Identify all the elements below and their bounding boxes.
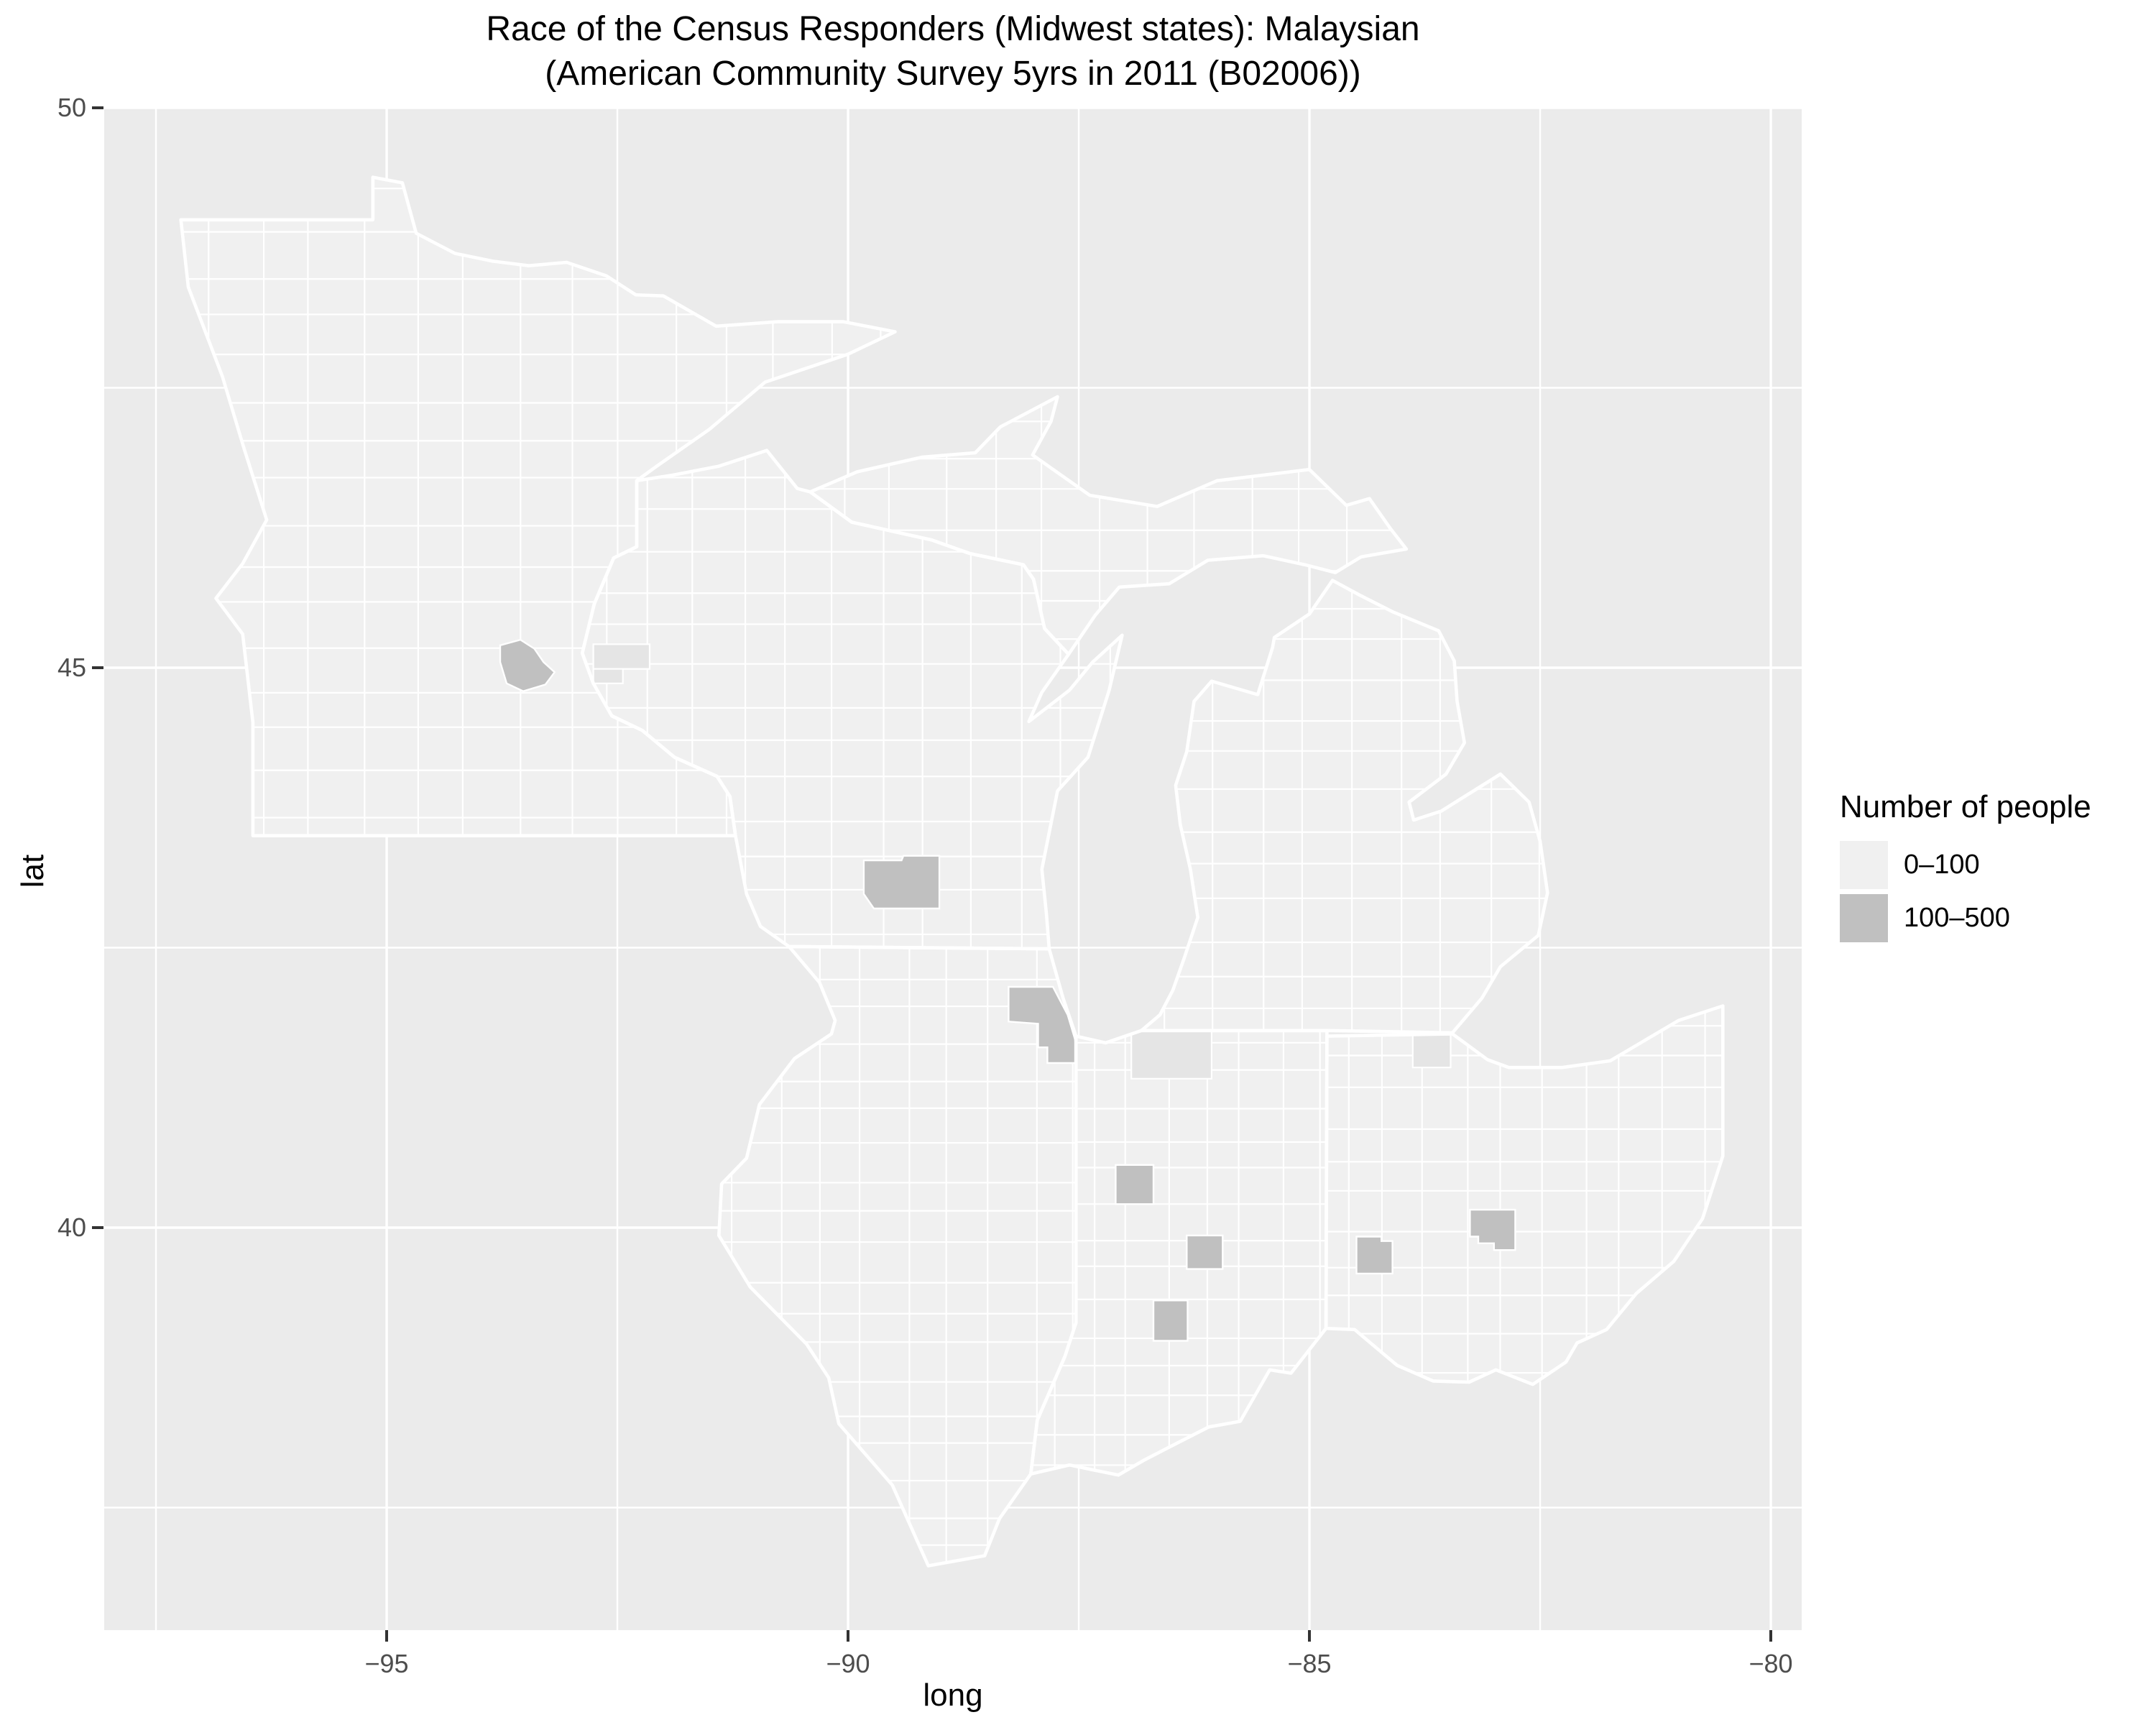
state-michigan-lp-outline <box>1140 579 1549 1035</box>
state-ohio-outline <box>1324 1004 1725 1386</box>
county-100-500 <box>1355 1236 1393 1275</box>
state-ohio-county-grid <box>1326 1006 1723 1385</box>
state-indiana-outline <box>1029 1029 1329 1477</box>
county-mid-shade <box>1411 1033 1452 1069</box>
x-tick-label: −85 <box>1287 1649 1332 1678</box>
county-100-500 <box>1152 1300 1189 1342</box>
legend-item: 0–100 <box>1840 841 2149 889</box>
plot-title: Race of the Census Responders (Midwest s… <box>104 7 1802 96</box>
legend-label-high: 100–500 <box>1904 903 2010 933</box>
county-mid-shade <box>1130 1030 1212 1080</box>
x-tick-label: −95 <box>364 1649 409 1678</box>
x-tick-label: −80 <box>1749 1649 1793 1678</box>
county-100-500 <box>862 855 941 910</box>
state-michigan-lp-fill <box>1141 580 1548 1033</box>
choropleth-map-svg <box>104 106 1802 1630</box>
state-illinois-fill <box>719 946 1077 1566</box>
y-tick-mark <box>92 1226 103 1229</box>
legend-label-low: 0–100 <box>1904 850 1980 880</box>
state-wisconsin-outline <box>580 448 1124 951</box>
legend-swatch-high <box>1840 894 1888 942</box>
x-tick-mark <box>1769 1630 1773 1642</box>
x-tick-label: −90 <box>826 1649 870 1678</box>
y-tick-label: 40 <box>57 1213 86 1242</box>
x-axis-title: long <box>923 1678 983 1713</box>
x-tick-mark <box>847 1630 850 1642</box>
y-tick-label: 45 <box>57 653 86 682</box>
legend: Number of people 0–100 100–500 <box>1840 789 2149 947</box>
state-wisconsin-fill <box>582 450 1123 949</box>
x-tick-mark <box>385 1630 389 1642</box>
map-panel <box>104 106 1802 1630</box>
county-100-500 <box>1469 1208 1516 1251</box>
y-axis-title: lat <box>15 854 50 888</box>
county-100-500 <box>1186 1234 1224 1270</box>
legend-swatch-low <box>1840 841 1888 889</box>
county-mid-shade <box>592 668 624 684</box>
y-tick-mark <box>92 106 103 109</box>
county-100-500 <box>499 638 556 692</box>
plot-title-line2: (American Community Survey 5yrs in 2011 … <box>545 55 1361 93</box>
state-ohio-fill <box>1326 1006 1723 1385</box>
state-michigan-up-outline <box>808 395 1409 656</box>
state-minnesota-fill <box>180 177 895 836</box>
y-tick-mark <box>92 666 103 669</box>
county-100-500 <box>1008 985 1077 1064</box>
legend-title: Number of people <box>1840 789 2091 824</box>
county-100-500 <box>1115 1164 1155 1205</box>
county-mid-shade <box>592 643 651 670</box>
x-tick-mark <box>1308 1630 1312 1642</box>
state-michigan-up-fill <box>810 397 1406 655</box>
legend-item: 100–500 <box>1840 894 2149 942</box>
plot-title-line1: Race of the Census Responders (Midwest s… <box>486 10 1420 48</box>
y-tick-label: 50 <box>57 93 86 122</box>
